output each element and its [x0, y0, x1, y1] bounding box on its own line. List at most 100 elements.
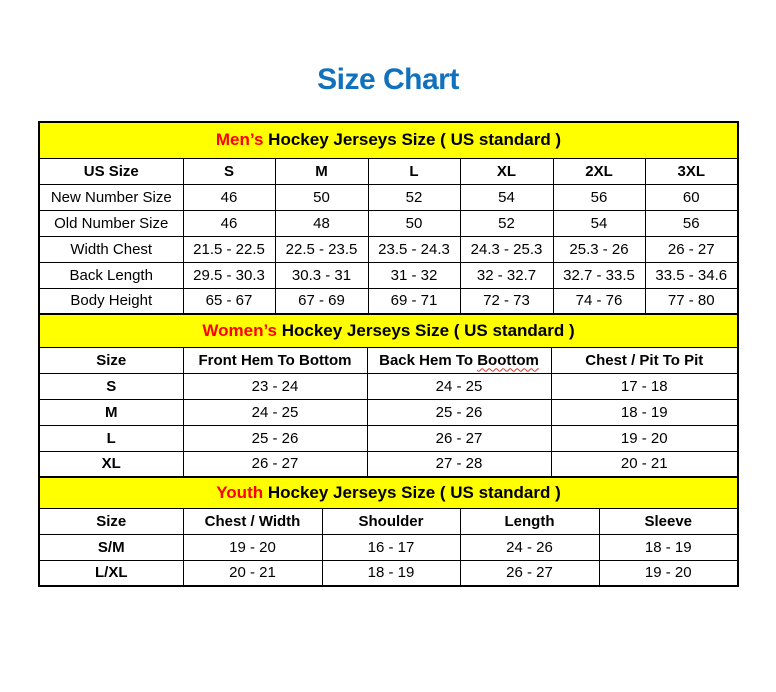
- mens-section-band: Men’s Hockey Jerseys Size ( US standard …: [38, 121, 739, 159]
- size-cell: 17 - 18: [550, 372, 739, 400]
- size-cell: 18 - 19: [598, 533, 739, 561]
- table-row: Body Height 65 - 67 67 - 69 69 - 71 72 -…: [38, 287, 739, 315]
- column-header: M: [274, 157, 369, 185]
- size-cell: 50: [274, 183, 369, 211]
- size-cell: 22.5 - 23.5: [274, 235, 369, 263]
- column-header: Front Hem To Bottom: [182, 346, 368, 374]
- table-row: S/M 19 - 20 16 - 17 24 - 26 18 - 19: [38, 533, 739, 561]
- size-cell: 46: [182, 209, 276, 237]
- youth-section-band: Youth Hockey Jerseys Size ( US standard …: [38, 476, 739, 509]
- size-cell: 20 - 21: [182, 559, 323, 587]
- column-header: XL: [459, 157, 554, 185]
- size-cell: 24.3 - 25.3: [459, 235, 554, 263]
- page-title: Size Chart: [317, 63, 459, 96]
- size-cell: 25 - 26: [182, 424, 368, 452]
- size-cell: 27 - 28: [366, 450, 552, 478]
- size-cell: 21.5 - 22.5: [182, 235, 276, 263]
- table-row: L 25 - 26 26 - 27 19 - 20: [38, 424, 739, 452]
- womens-section-header: Women’s Hockey Jerseys Size ( US standar…: [38, 313, 739, 348]
- size-cell: 25.3 - 26: [552, 235, 646, 263]
- size-cell: 52: [459, 209, 554, 237]
- mens-section-header: Men’s Hockey Jerseys Size ( US standard …: [38, 121, 739, 159]
- size-cell: 29.5 - 30.3: [182, 261, 276, 289]
- size-cell: 26 - 27: [182, 450, 368, 478]
- size-cell: 33.5 - 34.6: [644, 261, 739, 289]
- size-cell: 23.5 - 24.3: [367, 235, 461, 263]
- youth-column-header-row: Size Chest / Width Shoulder Length Sleev…: [38, 507, 739, 535]
- size-cell: 67 - 69: [274, 287, 369, 315]
- table-row: Width Chest 21.5 - 22.5 22.5 - 23.5 23.5…: [38, 235, 739, 263]
- size-cell: 56: [644, 209, 739, 237]
- size-cell: 23 - 24: [182, 372, 368, 400]
- womens-section-band: Women’s Hockey Jerseys Size ( US standar…: [38, 313, 739, 348]
- mens-column-header-row: US Size S M L XL 2XL 3XL: [38, 157, 739, 185]
- womens-section-title-rest: Hockey Jerseys Size ( US standard ): [281, 320, 575, 340]
- size-cell: 31 - 32: [367, 261, 461, 289]
- size-cell: 26 - 27: [644, 235, 739, 263]
- row-label: M: [38, 398, 184, 426]
- misspelled-word: Boottom: [477, 351, 539, 369]
- column-header: Sleeve: [598, 507, 739, 535]
- column-header: US Size: [38, 157, 184, 185]
- size-cell: 46: [182, 183, 276, 211]
- size-cell: 25 - 26: [366, 398, 552, 426]
- mens-size-table: Men’s Hockey Jerseys Size ( US standard …: [38, 121, 739, 315]
- column-header: Length: [459, 507, 600, 535]
- column-header: Shoulder: [321, 507, 461, 535]
- size-cell: 20 - 21: [550, 450, 739, 478]
- size-cell: 50: [367, 209, 461, 237]
- size-cell: 30.3 - 31: [274, 261, 369, 289]
- womens-section-highlight: Women’s: [202, 320, 277, 340]
- column-header: 3XL: [644, 157, 739, 185]
- womens-size-table: Women’s Hockey Jerseys Size ( US standar…: [38, 313, 740, 478]
- size-cell: 65 - 67: [182, 287, 276, 315]
- size-cell: 32.7 - 33.5: [552, 261, 646, 289]
- row-label: L: [38, 424, 184, 452]
- youth-size-table: Youth Hockey Jerseys Size ( US standard …: [38, 476, 740, 587]
- size-cell: 19 - 20: [550, 424, 739, 452]
- size-cell: 52: [367, 183, 461, 211]
- column-header-with-typo: Back Hem To Boottom: [366, 346, 552, 374]
- mens-section-highlight: Men’s: [215, 130, 264, 150]
- table-row: Old Number Size 46 48 50 52 54 56: [38, 209, 739, 237]
- size-cell: 74 - 76: [552, 287, 646, 315]
- size-cell: 54: [552, 209, 646, 237]
- size-cell: 26 - 27: [366, 424, 552, 452]
- column-header: Size: [38, 507, 184, 535]
- column-header: S: [182, 157, 276, 185]
- size-cell: 77 - 80: [644, 287, 739, 315]
- size-cell: 32 - 32.7: [459, 261, 554, 289]
- table-row: Back Length 29.5 - 30.3 30.3 - 31 31 - 3…: [38, 261, 739, 289]
- size-cell: 19 - 20: [182, 533, 323, 561]
- row-label: Width Chest: [38, 235, 184, 263]
- size-cell: 16 - 17: [321, 533, 461, 561]
- table-row: S 23 - 24 24 - 25 17 - 18: [38, 372, 739, 400]
- size-cell: 24 - 25: [366, 372, 552, 400]
- size-cell: 48: [274, 209, 369, 237]
- table-row: XL 26 - 27 27 - 28 20 - 21: [38, 450, 739, 478]
- mens-section-title-rest: Hockey Jerseys Size ( US standard ): [268, 130, 562, 150]
- size-cell: 69 - 71: [367, 287, 461, 315]
- table-row: M 24 - 25 25 - 26 18 - 19: [38, 398, 739, 426]
- row-label: XL: [38, 450, 184, 478]
- column-header: Chest / Width: [182, 507, 323, 535]
- size-cell: 24 - 26: [459, 533, 600, 561]
- size-cell: 60: [644, 183, 739, 211]
- row-label: S: [38, 372, 184, 400]
- row-label: Old Number Size: [38, 209, 184, 237]
- table-row: L/XL 20 - 21 18 - 19 26 - 27 19 - 20: [38, 559, 739, 587]
- size-cell: 56: [552, 183, 646, 211]
- size-cell: 54: [459, 183, 554, 211]
- size-cell: 72 - 73: [459, 287, 554, 315]
- header-text: Back Hem To: [379, 351, 474, 369]
- row-label: Body Height: [38, 287, 184, 315]
- womens-column-header-row: Size Front Hem To Bottom Back Hem To Boo…: [38, 346, 739, 374]
- row-label: New Number Size: [38, 183, 184, 211]
- column-header: 2XL: [552, 157, 646, 185]
- youth-section-title-rest: Hockey Jerseys Size ( US standard ): [267, 482, 561, 502]
- row-label: Back Length: [38, 261, 184, 289]
- table-row: New Number Size 46 50 52 54 56 60: [38, 183, 739, 211]
- size-cell: 19 - 20: [598, 559, 739, 587]
- row-label: S/M: [38, 533, 184, 561]
- column-header: Size: [38, 346, 184, 374]
